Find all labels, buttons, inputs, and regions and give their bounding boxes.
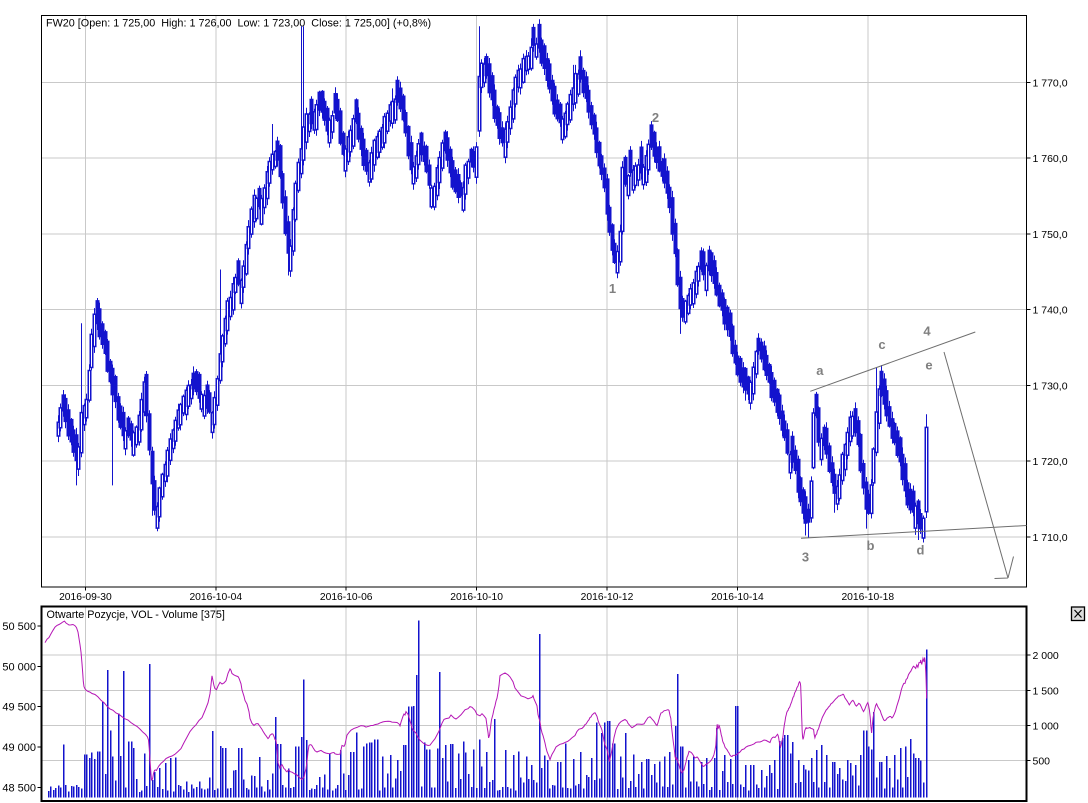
svg-text:e: e [925,358,932,373]
svg-text:49 000: 49 000 [2,742,36,754]
svg-text:2: 2 [652,110,659,125]
svg-text:1 000: 1 000 [1033,721,1059,733]
svg-text:500: 500 [1033,756,1051,768]
svg-text:a: a [816,363,824,378]
svg-text:50 500: 50 500 [2,621,36,633]
svg-text:48 500: 48 500 [2,782,36,794]
svg-text:2016-10-06: 2016-10-06 [320,592,373,603]
svg-text:b: b [867,538,875,553]
svg-text:2016-10-14: 2016-10-14 [711,592,764,603]
svg-text:1 500: 1 500 [1033,685,1059,697]
svg-text:2016-10-18: 2016-10-18 [841,592,894,603]
svg-text:d: d [917,543,925,558]
svg-text:1 740,0: 1 740,0 [1033,305,1068,317]
svg-text:1 730,0: 1 730,0 [1033,380,1068,392]
svg-text:2016-09-30: 2016-09-30 [59,592,112,603]
svg-text:1: 1 [609,281,616,296]
svg-text:2016-10-10: 2016-10-10 [450,592,503,603]
svg-text:1 770,0: 1 770,0 [1033,77,1068,89]
svg-text:1 710,0: 1 710,0 [1033,532,1068,544]
svg-text:50 000: 50 000 [2,661,36,673]
svg-text:2016-10-12: 2016-10-12 [581,592,634,603]
svg-text:1 750,0: 1 750,0 [1033,229,1068,241]
svg-text:1 760,0: 1 760,0 [1033,153,1068,165]
svg-text:2 000: 2 000 [1033,650,1059,662]
svg-text:c: c [878,337,885,352]
svg-text:1 720,0: 1 720,0 [1033,456,1068,468]
svg-text:3: 3 [802,550,809,565]
svg-text:49 500: 49 500 [2,702,36,714]
svg-text:Otwarte Pozycje, VOL - Volume: Otwarte Pozycje, VOL - Volume [375] [47,609,225,621]
svg-text:4: 4 [923,324,931,339]
svg-text:FW20 [Open: 1 725,00 High: 1: FW20 [Open: 1 725,00 High: 1 726,00 Low:… [46,18,431,30]
svg-text:2016-10-04: 2016-10-04 [189,592,242,603]
